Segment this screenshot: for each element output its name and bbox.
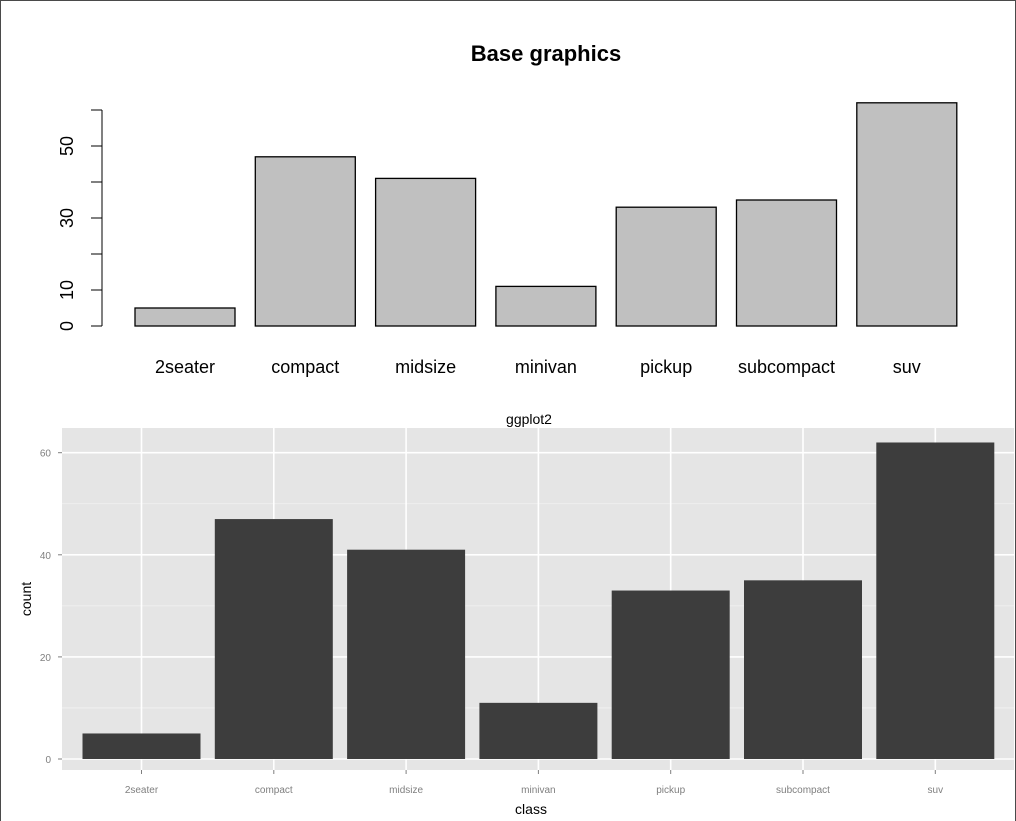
base-y-tick-label: 0 bbox=[57, 321, 77, 331]
base-bar-compact bbox=[254, 156, 356, 327]
base-bar-suv bbox=[856, 102, 958, 327]
base-x-tick-label: midsize bbox=[395, 357, 456, 377]
base-bar-subcompact bbox=[735, 199, 838, 327]
base-x-tick-labels: 2seater compact midsize minivan pickup subcom… bbox=[155, 357, 921, 377]
base-x-tick-label: pickup bbox=[640, 357, 692, 377]
base-y-tick-label: 30 bbox=[57, 208, 77, 228]
base-x-tick-label: compact bbox=[271, 357, 339, 377]
base-bar-midsize bbox=[374, 177, 477, 327]
base-graphics-chart: Base graphics 0 10 30 50 2seater compact mids… bbox=[57, 41, 958, 377]
base-bars bbox=[134, 102, 958, 327]
base-chart-title: Base graphics bbox=[471, 41, 621, 66]
base-x-tick-label: subcompact bbox=[738, 357, 835, 377]
base-y-axis: 0 10 30 50 bbox=[57, 109, 103, 331]
base-x-tick-label: suv bbox=[893, 357, 921, 377]
base-bar-minivan bbox=[495, 285, 597, 327]
base-bar-2seater bbox=[134, 307, 236, 327]
base-y-tick-label: 50 bbox=[57, 136, 77, 156]
base-x-tick-label: 2seater bbox=[155, 357, 215, 377]
base-y-tick-label: 10 bbox=[57, 280, 77, 300]
base-x-tick-label: minivan bbox=[515, 357, 577, 377]
base-bar-pickup bbox=[615, 206, 717, 327]
